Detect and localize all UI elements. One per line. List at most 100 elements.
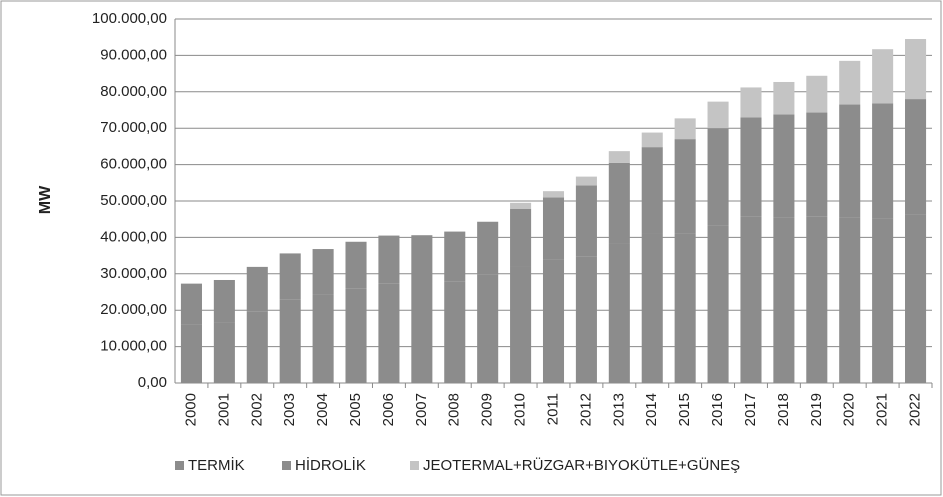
bar-segment [872, 49, 894, 104]
bar-segment [839, 104, 861, 218]
bar-segment [510, 266, 532, 383]
bar-segment [411, 283, 433, 383]
bar-segment [542, 259, 565, 383]
bar-segment [477, 274, 499, 383]
bar-segment [872, 103, 894, 219]
x-tick-label: 2011 [544, 393, 561, 425]
bar-segment [246, 266, 268, 312]
x-tick-label: 2019 [808, 393, 825, 426]
bar-segment [839, 217, 861, 383]
x-tick-label: 2008 [446, 393, 463, 426]
x-tick-label: 2018 [775, 393, 792, 426]
bar-segment [905, 39, 927, 100]
bar-segment [542, 197, 565, 260]
y-tick-label: 100.000,00 [92, 10, 167, 27]
bar-segment [510, 209, 532, 267]
bar-segment [444, 231, 466, 282]
x-tick-label: 2017 [742, 393, 759, 426]
y-axis-label: MW [37, 185, 54, 214]
y-tick-label: 50.000,00 [100, 192, 167, 209]
x-tick-label: 2000 [182, 393, 199, 426]
bar-segment [444, 281, 466, 383]
bar-segment [345, 241, 367, 289]
y-tick-label: 70.000,00 [100, 119, 167, 136]
bar-segment [641, 132, 663, 148]
x-tick-label: 2022 [907, 393, 924, 426]
bar-segment [740, 117, 762, 217]
legend-swatch [175, 461, 184, 470]
y-tick-label: 90.000,00 [100, 46, 167, 63]
bar-segment [279, 299, 301, 383]
x-tick-label: 2007 [413, 393, 430, 426]
bar-segment [905, 214, 927, 383]
bar-segment [180, 324, 202, 383]
x-tick-label: 2015 [676, 393, 693, 426]
bar-segment [312, 249, 334, 295]
legend-label: TERMİK [188, 456, 245, 474]
x-tick-label: 2016 [709, 393, 726, 426]
x-tick-label: 2014 [643, 393, 660, 426]
bar-segment [345, 288, 367, 383]
legend-label: JEOTERMAL+RÜZGAR+BIYOKÜTLE+GÜNEŞ [423, 456, 740, 474]
bar-segment [674, 233, 696, 383]
x-tick-label: 2001 [215, 393, 232, 426]
legend-label: HİDROLİK [295, 456, 366, 474]
bar-segment [740, 216, 762, 383]
x-tick-label: 2012 [577, 393, 594, 426]
legend-swatch [410, 461, 419, 470]
bar-segment [806, 75, 828, 113]
bar-segment [608, 243, 630, 383]
bar-segment [806, 216, 828, 383]
bar-segment [674, 118, 696, 140]
legend-swatch [282, 461, 291, 470]
bar-segment [575, 176, 597, 186]
x-tick-label: 2003 [281, 393, 298, 426]
bar-segment [674, 139, 696, 234]
bar-segment [510, 202, 532, 210]
bar-segment [213, 322, 235, 383]
bar-segment [575, 185, 597, 257]
x-tick-label: 2013 [610, 393, 627, 426]
bar-segment [641, 233, 663, 383]
bar-segment [411, 235, 433, 284]
bar-segment [707, 128, 729, 226]
bar-segment [279, 253, 301, 300]
bar-segment [707, 101, 729, 129]
bar-segment [312, 294, 334, 383]
x-tick-label: 2004 [314, 393, 331, 426]
bar-segment [378, 235, 400, 284]
bar-segment [213, 279, 235, 323]
bar-segment [773, 114, 795, 218]
bar-segment [477, 221, 499, 275]
x-tick-label: 2006 [380, 393, 397, 426]
bar-segment [608, 151, 630, 163]
y-tick-label: 60.000,00 [100, 156, 167, 173]
y-tick-label: 0,00 [138, 374, 167, 391]
bar-segment [839, 60, 861, 105]
y-tick-label: 20.000,00 [100, 301, 167, 318]
x-tick-label: 2009 [479, 393, 496, 426]
bar-segment [707, 225, 729, 383]
x-tick-label: 2005 [347, 393, 364, 426]
bar-segment [378, 283, 400, 383]
x-tick-label: 2020 [841, 393, 858, 426]
bar-segment [773, 217, 795, 383]
bar-segment [872, 218, 894, 383]
bar-segment [740, 87, 762, 118]
x-tick-label: 2021 [874, 393, 891, 426]
y-tick-label: 30.000,00 [100, 265, 167, 282]
y-tick-label: 40.000,00 [100, 228, 167, 245]
y-tick-label: 10.000,00 [100, 338, 167, 355]
bar-segment [806, 112, 828, 217]
bar-segment [641, 147, 663, 234]
bar-segment [246, 311, 268, 383]
bar-segment [575, 256, 597, 383]
bar-segment [180, 283, 202, 325]
bar-segment [773, 81, 795, 115]
bar-segment [542, 191, 565, 198]
bar-segment [905, 99, 927, 215]
bar-segment [608, 162, 630, 244]
x-tick-label: 2010 [512, 393, 529, 426]
